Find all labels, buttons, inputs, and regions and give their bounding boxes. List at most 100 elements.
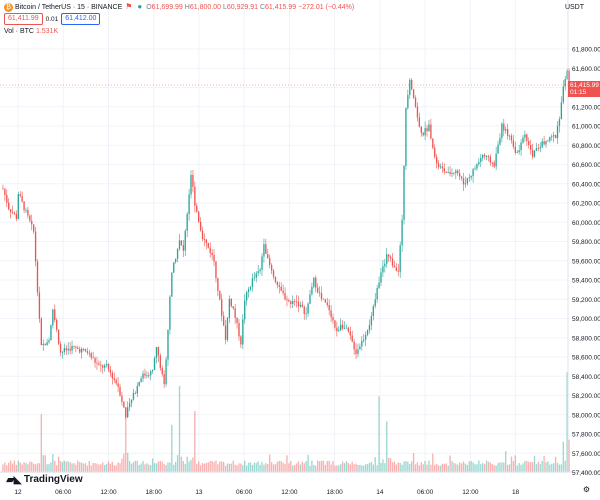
volume-bar bbox=[98, 464, 100, 472]
volume-bar bbox=[341, 461, 344, 472]
candle-body bbox=[558, 119, 561, 126]
volume-bar bbox=[457, 464, 459, 472]
volume-bar bbox=[435, 464, 438, 472]
bitcoin-icon: ₿ bbox=[4, 2, 13, 12]
flag-icon[interactable]: ⚑ bbox=[125, 2, 133, 11]
volume-bar bbox=[541, 460, 543, 472]
candle-body bbox=[75, 346, 77, 348]
volume-bar bbox=[364, 464, 367, 472]
candle-body bbox=[209, 247, 211, 253]
candle-body bbox=[535, 148, 538, 151]
candle-body bbox=[414, 97, 417, 107]
candle-body bbox=[286, 299, 288, 301]
candle-body bbox=[238, 322, 240, 337]
candle-body bbox=[100, 364, 102, 366]
volume-bar bbox=[36, 463, 39, 472]
volume-bar bbox=[61, 462, 64, 472]
candle-body bbox=[173, 262, 175, 273]
price-tick: 60,800.00 bbox=[572, 143, 600, 150]
volume-bar bbox=[447, 465, 449, 472]
volume-bar bbox=[533, 455, 536, 472]
volume-bar bbox=[221, 461, 223, 472]
time-axis: 12 06:00 12:00 18:00 13 06:00 12:00 18:00 14 06:0… bbox=[14, 489, 519, 496]
symbol-title[interactable]: Bitcoin / TetherUS · 15 · BINANCE bbox=[15, 4, 123, 11]
time-tick: 06:00 bbox=[55, 489, 72, 496]
currency-label[interactable]: USDT bbox=[564, 4, 584, 11]
volume-bar bbox=[276, 461, 279, 472]
candle-body bbox=[123, 401, 125, 408]
price-tick: 61,200.00 bbox=[572, 104, 600, 111]
volume-bar bbox=[353, 464, 355, 472]
volume-bar bbox=[545, 462, 547, 472]
volume-bar bbox=[267, 464, 269, 472]
sell-button[interactable]: 61,411.99 bbox=[4, 13, 43, 25]
volume-bar bbox=[119, 463, 121, 472]
volume-bars bbox=[2, 372, 570, 472]
candle-body bbox=[560, 102, 563, 120]
candle-body bbox=[113, 378, 115, 380]
spread-value: 0.01 bbox=[45, 15, 59, 23]
candle-body bbox=[244, 300, 246, 320]
volume-bar bbox=[301, 461, 303, 472]
volume-bar bbox=[293, 465, 296, 472]
gear-icon[interactable]: ⚙ bbox=[582, 485, 590, 494]
time-tick: 06:00 bbox=[236, 489, 253, 496]
volume-bar bbox=[142, 461, 144, 472]
buy-button[interactable]: 61,412.00 bbox=[61, 13, 101, 25]
volume-legend[interactable]: Vol · BTC 1.531K bbox=[4, 28, 58, 35]
candle-body bbox=[518, 150, 520, 153]
candle-body bbox=[420, 126, 422, 133]
candle-body bbox=[77, 347, 79, 350]
candle-body bbox=[311, 286, 313, 295]
candle-body bbox=[150, 371, 152, 376]
volume-bar bbox=[374, 457, 376, 472]
candle-body bbox=[38, 292, 41, 319]
candle-body bbox=[29, 215, 31, 221]
candle-body bbox=[524, 134, 526, 138]
candle-body bbox=[146, 375, 148, 377]
high-value: 61,800.00 bbox=[189, 4, 221, 11]
candle-body bbox=[497, 144, 499, 154]
candle-body bbox=[15, 214, 18, 219]
price-tick: 59,000.00 bbox=[572, 316, 600, 323]
candle-body bbox=[293, 300, 296, 302]
volume-bar bbox=[59, 460, 62, 472]
volume-bar bbox=[531, 462, 534, 472]
candle-body bbox=[503, 123, 505, 131]
volume-bar bbox=[558, 464, 561, 472]
volume-bar bbox=[445, 463, 447, 472]
candle-body bbox=[330, 310, 332, 318]
volume-bar bbox=[203, 463, 206, 472]
candle-body bbox=[280, 286, 282, 291]
candle-body bbox=[411, 79, 413, 90]
time-tick: 12:00 bbox=[462, 489, 479, 496]
price-tick: 58,800.00 bbox=[572, 335, 600, 342]
volume-bar bbox=[50, 462, 52, 472]
candle-body bbox=[182, 245, 185, 251]
candle-body bbox=[316, 287, 319, 293]
volume-bar bbox=[487, 461, 490, 472]
price-tick: 59,800.00 bbox=[572, 239, 600, 246]
candle-body bbox=[36, 261, 39, 293]
candle-body bbox=[6, 194, 8, 203]
candle-body bbox=[295, 301, 298, 303]
volume-bar bbox=[105, 463, 108, 472]
volume-bar bbox=[345, 461, 348, 472]
tradingview-logo[interactable]: ▰◣ TradingView bbox=[6, 473, 83, 486]
volume-bar bbox=[174, 461, 177, 472]
candle-body bbox=[13, 212, 16, 215]
candle-body bbox=[19, 194, 21, 196]
candle-body bbox=[549, 136, 551, 141]
volume-bar bbox=[31, 461, 33, 472]
volume-bar bbox=[92, 462, 94, 472]
candle-body bbox=[284, 293, 286, 300]
volume-bar bbox=[75, 464, 77, 472]
candle-body bbox=[399, 245, 401, 272]
candlesticks bbox=[2, 68, 570, 420]
candle-body bbox=[71, 345, 73, 351]
candle-body bbox=[378, 282, 380, 289]
volume-bar bbox=[510, 456, 513, 472]
candle-body bbox=[73, 345, 75, 347]
volume-bar bbox=[313, 464, 315, 472]
